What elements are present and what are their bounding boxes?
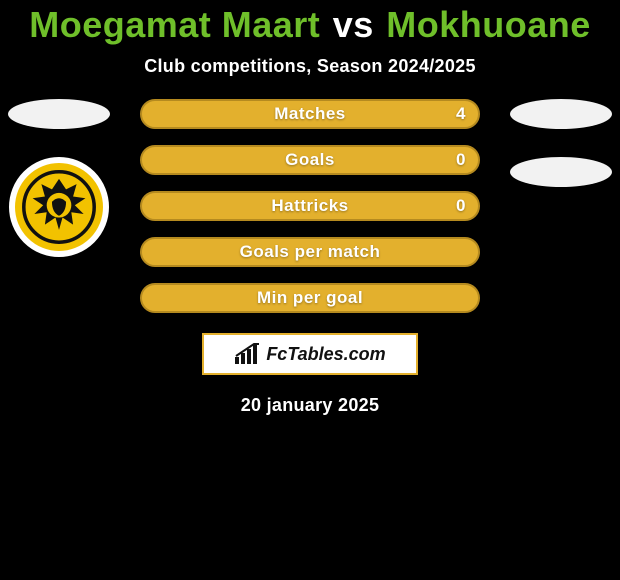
- stat-bar-goals-per-match: Goals per match: [140, 237, 480, 267]
- content-area: Matches 4 Goals 0 Hattricks 0 Goals per …: [0, 99, 620, 416]
- subtitle: Club competitions, Season 2024/2025: [0, 56, 620, 77]
- stat-label: Min per goal: [257, 288, 363, 308]
- stat-value: 0: [456, 150, 466, 170]
- left-player-placeholder: [8, 99, 110, 129]
- stat-label: Goals per match: [240, 242, 381, 262]
- kaizer-chiefs-icon: [15, 157, 103, 257]
- left-column: [4, 99, 114, 257]
- page-title: Moegamat Maart vs Mokhuoane: [0, 0, 620, 46]
- left-club-crest: [9, 157, 109, 257]
- title-vs: vs: [333, 4, 374, 45]
- right-column: [506, 99, 616, 187]
- stat-label: Hattricks: [271, 196, 348, 216]
- brand-text: FcTables.com: [266, 344, 385, 365]
- stat-bar-hattricks: Hattricks 0: [140, 191, 480, 221]
- stat-label: Matches: [274, 104, 346, 124]
- title-left: Moegamat Maart: [29, 4, 320, 45]
- stat-bar-goals: Goals 0: [140, 145, 480, 175]
- right-player-placeholder: [510, 99, 612, 129]
- title-right: Mokhuoane: [386, 4, 591, 45]
- stat-value: 4: [456, 104, 466, 124]
- stat-label: Goals: [285, 150, 335, 170]
- right-club-placeholder: [510, 157, 612, 187]
- brand-badge: FcTables.com: [202, 333, 418, 375]
- stat-bar-matches: Matches 4: [140, 99, 480, 129]
- bars-chart-icon: [234, 343, 260, 365]
- stat-bar-min-per-goal: Min per goal: [140, 283, 480, 313]
- date-line: 20 january 2025: [0, 395, 620, 416]
- stats-list: Matches 4 Goals 0 Hattricks 0 Goals per …: [140, 99, 480, 313]
- stat-value: 0: [456, 196, 466, 216]
